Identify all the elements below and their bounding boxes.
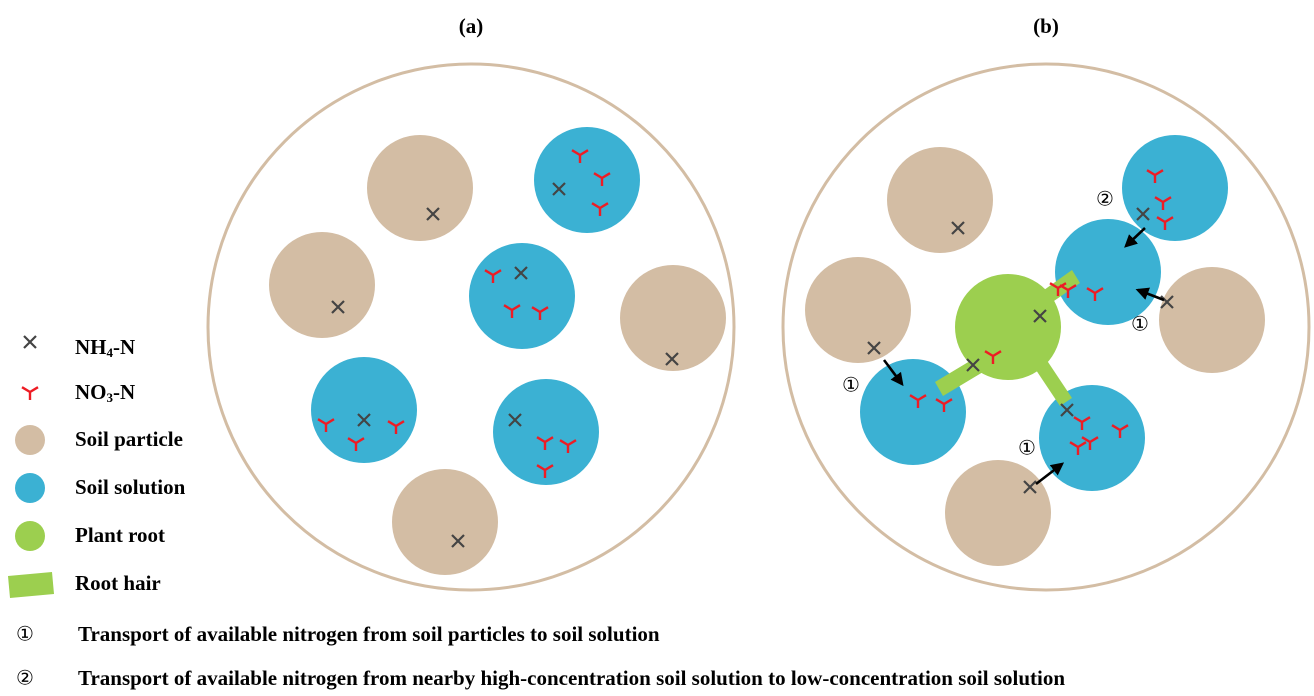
note-text: Transport of available nitrogen from nea…	[78, 666, 1065, 690]
panel-title: (b)	[1033, 14, 1059, 38]
no3-mark	[22, 387, 38, 400]
soil-particle	[392, 469, 498, 575]
legend-label: Soil solution	[75, 475, 186, 499]
note-marker: ①	[16, 624, 34, 646]
soil-particle	[805, 257, 911, 363]
legend-swatch	[15, 521, 45, 551]
legend-label: NO3-N	[75, 380, 135, 405]
soil-particle	[620, 265, 726, 371]
nh4-mark	[24, 336, 36, 348]
marker: ②	[1096, 189, 1114, 211]
note-marker: ②	[16, 668, 34, 690]
legend-swatch	[15, 473, 45, 503]
legend-label: NH4-N	[75, 335, 135, 360]
soil-particle	[945, 460, 1051, 566]
soil-particle	[1159, 267, 1265, 373]
soil-solution	[1122, 135, 1228, 241]
panel-title: (a)	[459, 14, 484, 38]
legend-label: Soil particle	[75, 427, 183, 451]
legend-label: Plant root	[75, 523, 165, 547]
note-text: Transport of available nitrogen from soi…	[78, 622, 660, 646]
soil-particle	[269, 232, 375, 338]
marker: ①	[842, 375, 860, 397]
soil-particle	[887, 147, 993, 253]
marker: ①	[1131, 314, 1149, 336]
legend-swatch	[8, 572, 54, 598]
soil-solution	[469, 243, 575, 349]
marker: ①	[1018, 438, 1036, 460]
diagram: (a) (b) NH4-N NO3-N Soil particle Soil s…	[0, 0, 1314, 696]
soil-solution	[311, 357, 417, 463]
soil-solution	[534, 127, 640, 233]
soil-particle	[367, 135, 473, 241]
legend-swatch	[15, 425, 45, 455]
soil-solution	[1039, 385, 1145, 491]
legend-label: Root hair	[75, 571, 161, 595]
